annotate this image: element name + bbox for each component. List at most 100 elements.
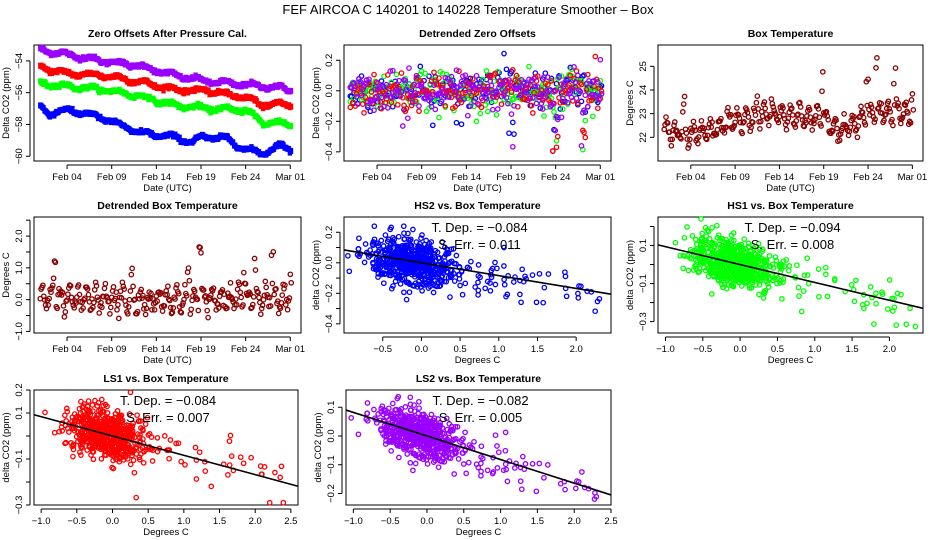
data-point <box>770 265 777 271</box>
y-axis-label: Delta CO2 (ppm) <box>1 67 12 139</box>
data-point <box>362 241 369 247</box>
data-points <box>347 50 605 154</box>
data-point <box>416 108 422 115</box>
data-point <box>178 309 185 316</box>
data-point <box>361 110 367 116</box>
data-point <box>466 89 472 95</box>
data-point <box>388 94 395 100</box>
y-tick-label: 0.0 <box>324 84 335 97</box>
x-axis-label: Date (UTC) <box>453 183 502 194</box>
data-point <box>908 97 915 103</box>
plot-frame <box>343 44 612 162</box>
data-point <box>529 94 536 101</box>
data-point <box>884 306 891 312</box>
data-point <box>439 85 446 91</box>
data-point <box>131 469 138 476</box>
data-point <box>506 76 512 83</box>
data-point <box>185 265 192 271</box>
data-point <box>680 101 687 107</box>
y-tick-label: 0.1 <box>326 401 337 414</box>
data-point <box>414 90 421 97</box>
data-point <box>439 239 445 245</box>
data-point <box>387 226 394 233</box>
data-point <box>425 277 432 284</box>
data-point <box>487 74 494 81</box>
data-point <box>140 459 147 466</box>
data-point <box>766 253 773 259</box>
data-point <box>709 119 715 125</box>
data-point <box>893 322 900 329</box>
data-point <box>785 267 792 274</box>
data-point <box>833 117 839 124</box>
data-point <box>582 134 589 141</box>
data-point <box>481 86 487 93</box>
data-point <box>462 429 468 436</box>
data-point <box>236 281 243 288</box>
series-purple <box>38 44 294 95</box>
data-point <box>149 306 155 313</box>
x-tick-label: 0.5 <box>457 516 470 527</box>
data-point <box>450 246 457 252</box>
data-point <box>567 72 574 79</box>
data-point <box>475 262 482 268</box>
data-point <box>544 74 551 81</box>
data-point <box>907 119 914 126</box>
data-point <box>458 121 465 128</box>
data-point <box>188 306 195 313</box>
data-point <box>384 105 391 111</box>
data-point <box>533 488 540 495</box>
data-point <box>410 226 416 233</box>
data-point <box>390 234 396 241</box>
data-point <box>539 106 546 112</box>
data-point <box>164 291 170 298</box>
data-point <box>382 92 389 99</box>
data-point <box>731 237 737 244</box>
data-point <box>154 298 161 305</box>
panel-title: Detrended Box Temperature <box>97 200 238 212</box>
data-point <box>404 242 411 249</box>
data-point <box>172 296 178 302</box>
data-point <box>719 281 725 288</box>
data-point <box>478 443 485 450</box>
data-point <box>416 405 422 412</box>
data-point <box>578 81 585 88</box>
data-point <box>739 130 746 137</box>
data-point <box>761 99 768 105</box>
data-point <box>874 55 880 61</box>
x-tick-label: 1.0 <box>177 516 190 527</box>
data-point <box>64 297 70 303</box>
data-point <box>483 95 490 102</box>
data-point <box>578 143 585 149</box>
data-point <box>378 237 385 244</box>
data-point <box>370 265 377 272</box>
data-point <box>133 494 140 501</box>
data-point <box>175 290 182 297</box>
series-temperature <box>37 244 295 322</box>
data-point <box>459 291 466 298</box>
data-point <box>551 109 557 115</box>
data-point <box>582 92 589 99</box>
data-point <box>107 304 114 311</box>
data-point <box>493 88 500 95</box>
y-tick-label: −0.2 <box>324 112 335 131</box>
data-point <box>692 236 699 243</box>
data-point <box>89 402 96 408</box>
data-point <box>138 286 145 293</box>
data-point <box>897 120 904 127</box>
data-point <box>684 252 691 259</box>
data-point <box>756 282 763 288</box>
data-point <box>435 464 442 471</box>
data-point <box>401 260 408 267</box>
data-point <box>511 102 517 109</box>
data-point <box>894 290 901 297</box>
data-point <box>553 144 560 151</box>
data-point <box>594 79 601 85</box>
data-point <box>488 267 495 274</box>
data-point <box>371 71 377 78</box>
data-point <box>512 274 518 280</box>
y-tick-label: 23 <box>638 108 649 119</box>
data-point <box>905 110 911 116</box>
data-point <box>541 113 547 119</box>
